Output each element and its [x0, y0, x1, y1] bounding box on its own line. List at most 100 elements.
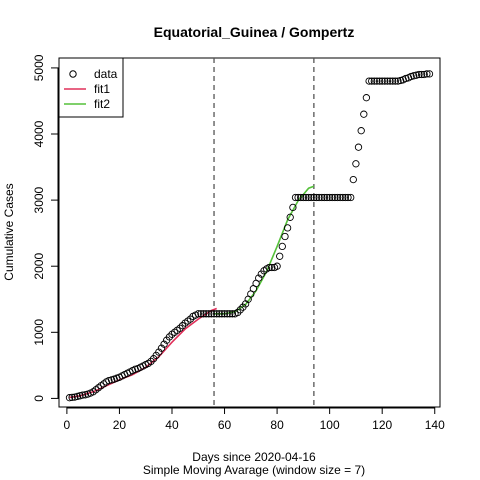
data-point	[373, 77, 381, 85]
data-point	[323, 193, 331, 202]
data-point	[339, 193, 347, 202]
y-axis-label: Cumulative Cases	[2, 183, 16, 280]
data-point	[105, 376, 113, 385]
data-point	[78, 391, 87, 399]
data-point	[299, 193, 308, 202]
data-point	[215, 310, 223, 318]
data-point	[402, 74, 410, 83]
data-point	[344, 193, 352, 202]
data-point	[268, 263, 276, 272]
data-point	[331, 193, 339, 202]
data-point	[336, 193, 344, 202]
legend-box	[58, 57, 124, 118]
data-point	[278, 242, 286, 251]
data-point	[197, 310, 205, 318]
legend-fit1-label: fit1	[94, 82, 110, 96]
data-point	[347, 193, 355, 202]
legend-fit2-label: fit2	[94, 97, 110, 111]
legend: data fit1 fit2	[58, 57, 124, 118]
data-point	[294, 193, 302, 202]
data-point	[304, 193, 313, 202]
x-axis-sublabel: Simple Moving Avarage (window size = 7)	[143, 463, 365, 477]
data-point	[368, 77, 376, 85]
data-point	[315, 193, 323, 202]
data-point	[362, 94, 371, 102]
data-point	[65, 394, 74, 402]
data-point	[202, 310, 210, 318]
data-point	[289, 203, 297, 212]
data-point	[354, 143, 363, 151]
data-point	[378, 77, 386, 85]
data-point	[423, 70, 431, 78]
data-point	[220, 310, 229, 318]
data-point	[147, 357, 155, 366]
legend-data-label: data	[94, 67, 118, 81]
data-point	[265, 263, 273, 272]
data-point	[234, 308, 242, 317]
data-point	[383, 77, 392, 85]
data-point	[360, 110, 368, 118]
y-tick-label: 4000	[32, 120, 46, 147]
data-point	[228, 310, 237, 318]
data-point	[178, 322, 187, 330]
data-point	[273, 262, 281, 270]
data-point	[199, 310, 208, 318]
data-point	[328, 193, 336, 202]
data-point	[291, 193, 300, 202]
data-point	[286, 213, 294, 221]
data-point	[194, 310, 202, 318]
data-point	[365, 77, 373, 85]
x-tick-label: 60	[218, 418, 232, 432]
data-point	[318, 193, 326, 202]
y-tick-label: 1000	[32, 319, 46, 346]
data-point	[389, 77, 397, 85]
data-point	[310, 193, 318, 202]
data-point	[157, 344, 166, 352]
data-point	[297, 193, 305, 202]
y-tick-label: 5000	[32, 54, 46, 81]
data-point	[131, 365, 139, 373]
data-point	[349, 175, 357, 184]
x-tick-label: 80	[270, 418, 284, 432]
x-tick-label: 40	[165, 418, 179, 432]
data-point	[210, 310, 218, 318]
y-axis: 0 1000 2000 3000 4000 5000	[32, 54, 59, 402]
data-point	[218, 310, 226, 318]
data-point	[213, 310, 221, 318]
data-point	[312, 193, 321, 202]
legend-data-symbol	[69, 70, 77, 78]
x-tick-label: 20	[113, 418, 127, 432]
data-point	[417, 70, 426, 79]
reference-lines	[213, 58, 315, 407]
data-point	[410, 72, 418, 80]
data-point	[320, 193, 329, 202]
data-point	[307, 193, 315, 202]
x-tick-label: 120	[372, 418, 392, 432]
y-tick-label: 3000	[32, 186, 46, 213]
data-point	[415, 70, 423, 79]
x-tick-label: 140	[425, 418, 445, 432]
data-point	[205, 310, 213, 318]
data-point	[236, 306, 244, 314]
y-tick-label: 0	[32, 395, 46, 402]
y-tick-label: 2000	[32, 253, 46, 280]
data-point	[325, 193, 334, 202]
data-point	[352, 160, 360, 168]
x-axis-label: Days since 2020-04-16	[192, 450, 316, 464]
data-point	[281, 232, 289, 241]
data-point	[68, 393, 76, 402]
data-point	[223, 310, 231, 318]
data-point	[370, 77, 378, 85]
chart-title: Equatorial_Guinea / Gompertz	[154, 24, 355, 40]
x-axis: 0 20 40 60 80 100 120 140	[64, 407, 445, 432]
data-point	[255, 274, 263, 282]
data-point	[176, 324, 184, 332]
data-points	[65, 70, 434, 402]
data-point	[226, 310, 234, 318]
data-point	[375, 77, 384, 85]
data-point	[302, 193, 310, 202]
data-point	[425, 70, 434, 78]
data-point	[73, 392, 82, 401]
data-point	[283, 224, 292, 232]
